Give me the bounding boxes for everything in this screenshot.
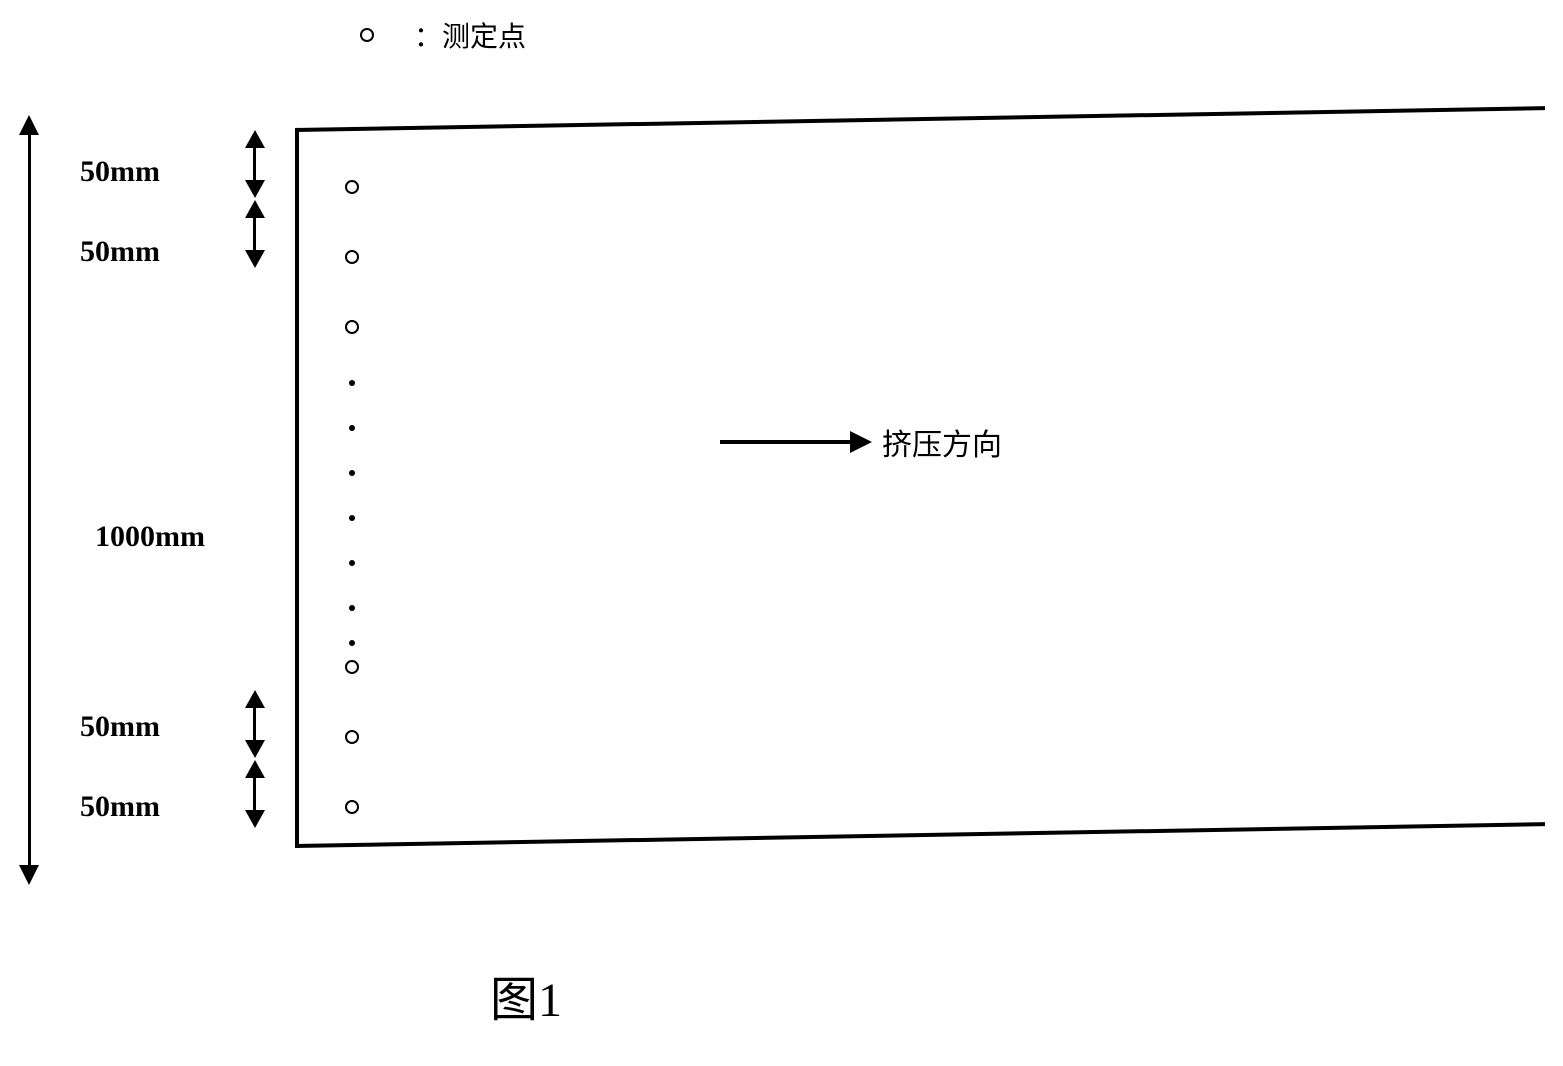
measure-point-circle bbox=[345, 800, 359, 814]
arrow-head-down-icon bbox=[245, 250, 265, 268]
dim-top-1: 50mm bbox=[80, 155, 160, 189]
arrow-line bbox=[253, 775, 256, 810]
ellipsis-dot bbox=[349, 605, 355, 611]
arrow-head-right-icon bbox=[850, 431, 872, 453]
ellipsis-dot bbox=[349, 560, 355, 566]
dim-top-2: 50mm bbox=[80, 235, 160, 269]
ellipsis-dot bbox=[349, 425, 355, 431]
dim-bottom-2: 50mm bbox=[80, 790, 160, 824]
arrow-line bbox=[720, 440, 850, 444]
ellipsis-dot bbox=[349, 470, 355, 476]
arrow-line bbox=[253, 215, 256, 250]
ellipsis-dot bbox=[349, 515, 355, 521]
measure-point-circle bbox=[345, 660, 359, 674]
measure-point-circle bbox=[345, 180, 359, 194]
dim-total: 1000mm bbox=[95, 520, 205, 554]
extrusion-direction: 挤压方向 bbox=[720, 420, 1002, 464]
measure-point-circle bbox=[345, 320, 359, 334]
arrow-head-down-icon bbox=[245, 740, 265, 758]
arrow-line bbox=[253, 705, 256, 740]
figure-caption: 图1 bbox=[490, 960, 562, 1030]
measure-point-circle bbox=[345, 730, 359, 744]
legend-label: ：测定点 bbox=[414, 15, 526, 55]
diagram: 50mm 50mm 1000mm 50mm 50mm 挤压方向 bbox=[0, 120, 1563, 880]
legend-marker-circle bbox=[360, 28, 374, 42]
dim-bottom-1: 50mm bbox=[80, 710, 160, 744]
measure-point-circle bbox=[345, 250, 359, 264]
extrusion-label: 挤压方向 bbox=[882, 420, 1002, 464]
ellipsis-dot bbox=[349, 380, 355, 386]
legend: ：测定点 bbox=[360, 15, 526, 55]
sheet-outline bbox=[295, 106, 1545, 848]
arrow-head-down-icon bbox=[245, 810, 265, 828]
arrow-head-down-icon bbox=[19, 865, 39, 885]
arrow-head-down-icon bbox=[245, 180, 265, 198]
arrow-line bbox=[28, 130, 31, 870]
ellipsis-dot bbox=[349, 640, 355, 646]
arrow-line bbox=[253, 145, 256, 180]
